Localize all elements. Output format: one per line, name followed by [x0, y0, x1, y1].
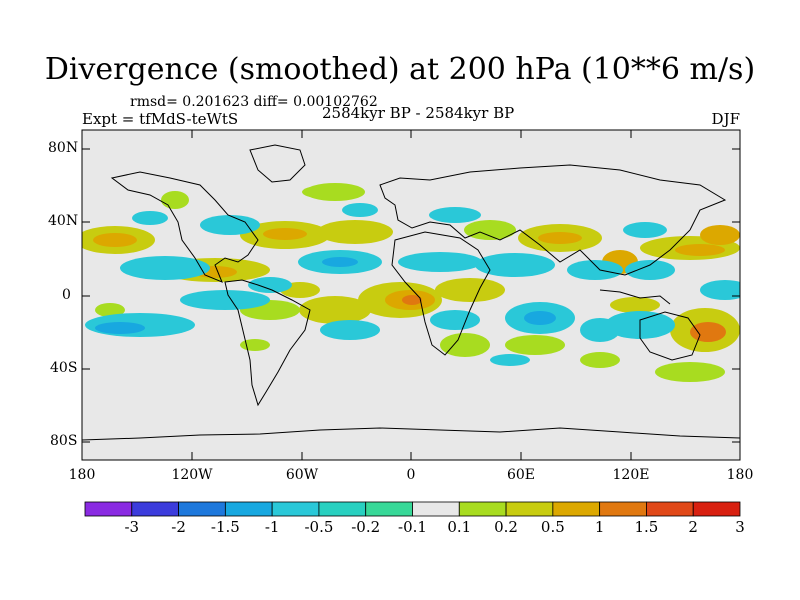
colorbar-label-11: 1.5 — [634, 518, 659, 536]
lat-label-80n: 80N — [48, 140, 79, 156]
lon-label-120w: 120W — [171, 467, 213, 483]
lon-label-60e: 60E — [506, 467, 536, 483]
colorbar-label-10: 1 — [594, 518, 605, 536]
colorbar-swatch-12 — [646, 501, 694, 517]
rmsd-diff-stats: rmsd= 0.201623 diff= 0.00102762 — [130, 94, 378, 110]
colorbar-swatch-1 — [131, 501, 179, 517]
lat-ticks — [82, 148, 740, 443]
experiment-label: Expt = tfMdS-teWtS — [82, 110, 239, 128]
colorbar-label-7: 0.1 — [447, 518, 472, 536]
lat-label-40s: 40S — [50, 360, 78, 376]
colorbar-swatch-4 — [271, 501, 320, 517]
colorbar-swatch-3 — [224, 501, 273, 517]
colorbar-label-4: -0.5 — [304, 518, 334, 536]
colorbar-swatch-2 — [178, 501, 226, 517]
season-label: DJF — [711, 110, 740, 128]
colorbar-label-0: -3 — [124, 518, 140, 536]
colorbar-swatch-11 — [599, 501, 647, 517]
colorbar-label-12: 2 — [688, 518, 698, 536]
lat-label-40n: 40N — [48, 213, 79, 229]
lon-label-60w: 60W — [285, 467, 319, 483]
colorbar-label-13: 3 — [735, 518, 745, 536]
lon-ticks — [191, 130, 632, 460]
colorbar-swatch-6 — [365, 501, 413, 517]
colorbar-label-8: 0.2 — [494, 518, 518, 536]
colorbar-swatch-13 — [692, 501, 741, 517]
colorbar-label-6: -0.1 — [398, 518, 427, 536]
colorbar-swatch-8 — [458, 501, 507, 517]
colorbar-swatch-9 — [505, 501, 554, 517]
lon-label-0: 0 — [406, 467, 416, 483]
colorbar-swatch-10 — [552, 501, 601, 517]
lon-label-180e: 180 — [726, 467, 754, 483]
lat-label-80s: 80S — [50, 433, 78, 449]
map-field — [82, 130, 740, 460]
colorbar — [84, 501, 741, 517]
coastlines — [82, 144, 740, 441]
lat-label-0: 0 — [62, 287, 71, 303]
colorbar-label-1: -2 — [171, 518, 186, 536]
colorbar-label-3: -1 — [264, 518, 280, 536]
lon-label-120e: 120E — [612, 467, 650, 483]
plot-title: Divergence (smoothed) at 200 hPa (10**6 … — [44, 52, 756, 87]
colorbar-label-5: -0.2 — [351, 518, 381, 536]
colorbar-swatch-0 — [84, 501, 133, 517]
lon-label-180w: 180 — [68, 467, 96, 483]
colorbar-swatch-7 — [412, 501, 460, 517]
colorbar-label-9: 0.5 — [540, 518, 565, 536]
period-label: 2584kyr BP - 2584kyr BP — [322, 104, 515, 122]
negative-divergence-areas — [85, 203, 740, 366]
colorbar-swatch-5 — [318, 501, 367, 517]
colorbar-label-2: -1.5 — [210, 518, 240, 536]
